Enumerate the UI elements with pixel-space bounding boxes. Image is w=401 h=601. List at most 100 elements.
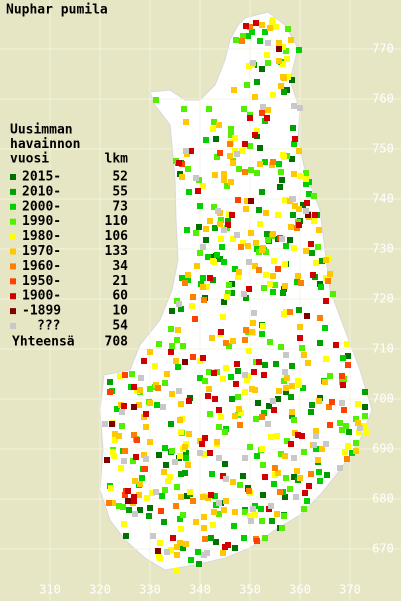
observation-square xyxy=(161,519,167,525)
observation-square xyxy=(342,449,348,455)
observation-square xyxy=(143,456,149,462)
observation-square xyxy=(210,126,216,132)
observation-square xyxy=(221,507,227,513)
observation-square xyxy=(236,269,242,275)
observation-square xyxy=(186,398,192,404)
observation-square xyxy=(259,110,265,116)
observation-square xyxy=(202,435,208,441)
observation-square xyxy=(362,389,368,395)
observation-square xyxy=(110,500,116,506)
observation-square xyxy=(154,402,160,408)
observation-square xyxy=(232,509,238,515)
observation-square xyxy=(214,252,220,258)
observation-square xyxy=(249,29,255,35)
observation-square xyxy=(297,335,303,341)
observation-square xyxy=(182,359,188,365)
observation-square xyxy=(255,400,261,406)
observation-square xyxy=(112,431,118,437)
observation-square xyxy=(177,540,183,546)
observation-square xyxy=(228,179,234,185)
observation-square xyxy=(262,362,268,368)
observation-square xyxy=(283,475,289,481)
observation-square xyxy=(242,509,248,515)
observation-square xyxy=(252,94,258,100)
observation-square xyxy=(131,384,137,390)
observation-square xyxy=(304,498,310,504)
observation-square xyxy=(174,337,180,343)
observation-square xyxy=(263,249,269,255)
observation-square xyxy=(287,309,293,315)
observation-square xyxy=(339,400,345,406)
observation-square xyxy=(276,40,282,46)
observation-square xyxy=(271,481,277,487)
x-axis-label: 320 xyxy=(89,583,111,597)
observation-square xyxy=(162,380,168,386)
observation-square xyxy=(324,472,330,478)
legend-total: 708 xyxy=(105,335,129,350)
observation-square xyxy=(183,119,189,125)
observation-square xyxy=(284,56,290,62)
observation-square xyxy=(288,37,294,43)
observation-square xyxy=(230,479,236,485)
observation-square xyxy=(122,492,128,498)
observation-square xyxy=(250,320,256,326)
observation-square xyxy=(313,428,319,434)
observation-square xyxy=(173,358,179,364)
observation-square xyxy=(185,272,191,278)
observation-square xyxy=(212,493,218,499)
observation-square xyxy=(205,393,211,399)
observation-square xyxy=(345,353,351,359)
observation-square xyxy=(218,414,224,420)
observation-square xyxy=(326,404,332,410)
observation-square xyxy=(149,490,155,496)
observation-square xyxy=(301,449,307,455)
observation-square xyxy=(203,226,209,232)
observation-square xyxy=(169,448,175,454)
observation-square xyxy=(212,225,218,231)
observation-square xyxy=(256,267,262,273)
observation-square xyxy=(243,327,249,333)
legend-label: 1970- xyxy=(22,244,61,259)
observation-square xyxy=(285,26,291,32)
observation-square xyxy=(273,361,279,367)
observation-square xyxy=(156,341,162,347)
observation-square xyxy=(146,513,152,519)
observation-square xyxy=(323,356,329,362)
observation-square xyxy=(260,462,266,468)
observation-square xyxy=(211,370,217,376)
observation-square xyxy=(134,437,140,443)
observation-square xyxy=(224,183,230,189)
observation-square xyxy=(169,391,175,397)
legend-swatch xyxy=(10,188,16,195)
observation-square xyxy=(317,340,323,346)
observation-square xyxy=(232,135,238,141)
observation-square xyxy=(275,396,281,402)
y-axis-label: 700 xyxy=(372,392,394,406)
observation-square xyxy=(302,490,308,496)
observation-square xyxy=(110,449,116,455)
observation-square xyxy=(253,20,259,26)
observation-square xyxy=(325,278,331,284)
observation-square xyxy=(311,193,317,199)
legend-label: 1900- xyxy=(22,289,61,304)
y-axis-label: 750 xyxy=(372,142,394,156)
observation-square xyxy=(220,376,226,382)
observation-square xyxy=(317,315,323,321)
observation-square xyxy=(238,244,244,250)
observation-square xyxy=(300,385,306,391)
observation-square xyxy=(362,404,368,410)
observation-square xyxy=(153,97,159,103)
observation-square xyxy=(193,519,199,525)
observation-square xyxy=(225,290,231,296)
observation-square xyxy=(208,492,214,498)
observation-square xyxy=(232,545,238,551)
observation-square xyxy=(323,441,329,447)
observation-square xyxy=(290,125,296,131)
observation-square xyxy=(308,241,314,247)
observation-square xyxy=(176,160,182,166)
observation-square xyxy=(243,206,249,212)
observation-square xyxy=(295,378,301,384)
observation-square xyxy=(257,221,263,227)
observation-square xyxy=(114,406,120,412)
